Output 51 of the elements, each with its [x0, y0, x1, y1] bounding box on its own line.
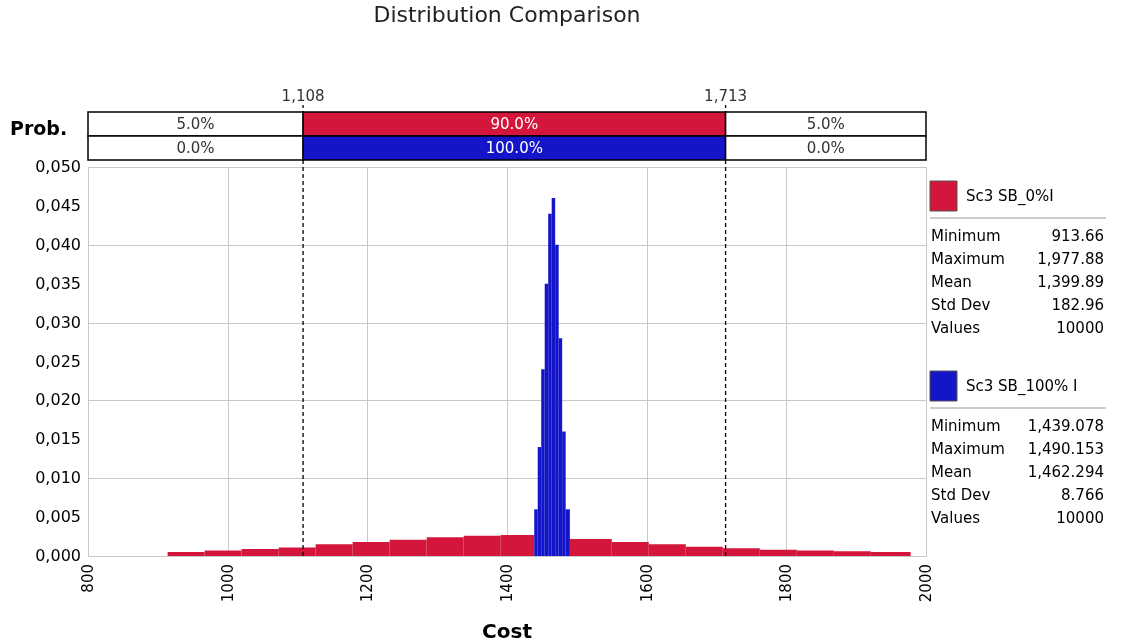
- x-tick-label: 800: [79, 564, 97, 593]
- y-tick-label: 0,015: [35, 429, 81, 449]
- text: Mean: [931, 273, 972, 291]
- text: 913.66: [1051, 227, 1104, 245]
- legend-label: Sc3 SB_100% I: [966, 377, 1078, 396]
- text: 1,977.88: [1037, 250, 1104, 268]
- x-axis-title: Cost: [482, 619, 533, 643]
- text: 90.0%: [490, 115, 539, 133]
- text: 10000: [1056, 509, 1104, 527]
- y-tick-label: 0,050: [35, 157, 81, 176]
- y-tick-label: 0,005: [35, 507, 81, 527]
- y-axis-title: Prob.: [10, 117, 68, 139]
- x-tick-label: 1600: [637, 564, 656, 603]
- text: 1,462.294: [1027, 463, 1104, 481]
- text: 1,439.078: [1027, 417, 1104, 435]
- ref-line-label: 1,108: [281, 87, 325, 105]
- text: 0.0%: [806, 139, 845, 157]
- x-tick-label: 1000: [218, 564, 237, 603]
- y-tick-label: 0,000: [35, 546, 81, 565]
- text: Minimum: [931, 227, 1001, 245]
- x-tick-label: 1800: [777, 564, 796, 603]
- x-tick-label: 1400: [498, 564, 516, 603]
- legend-label: Sc3 SB_0%I: [966, 187, 1054, 206]
- text: 10000: [1056, 319, 1104, 337]
- text: 8.766: [1061, 486, 1104, 504]
- text: Std Dev: [931, 296, 991, 314]
- text: Maximum: [931, 250, 1005, 268]
- x-tick-label: 1200: [358, 564, 377, 603]
- text: 0.0%: [176, 139, 215, 157]
- y-tick-label: 0,010: [35, 468, 81, 488]
- text: 1,490.153: [1027, 440, 1104, 458]
- y-tick-label: 0,025: [35, 351, 81, 371]
- y-tick-label: 0,045: [35, 195, 81, 215]
- text: Values: [931, 509, 981, 527]
- text: 1,399.89: [1037, 273, 1104, 291]
- text: 5.0%: [806, 115, 845, 133]
- y-tick-label: 0,035: [35, 273, 81, 293]
- y-tick-label: 0,040: [35, 234, 81, 254]
- text: 5.0%: [176, 115, 215, 133]
- y-tick-label: 0,030: [35, 312, 81, 332]
- text: Maximum: [931, 440, 1005, 458]
- y-tick-label: 0,020: [35, 390, 81, 410]
- text: 182.96: [1051, 296, 1104, 314]
- text: Std Dev: [931, 486, 991, 504]
- ref-line-label: 1,713: [704, 87, 748, 105]
- x-tick-label: 2000: [917, 564, 935, 603]
- text: 100.0%: [485, 139, 543, 157]
- text: Mean: [931, 463, 972, 481]
- text: Values: [931, 319, 981, 337]
- chart-title: Distribution Comparison: [373, 2, 641, 27]
- text: Minimum: [931, 417, 1001, 435]
